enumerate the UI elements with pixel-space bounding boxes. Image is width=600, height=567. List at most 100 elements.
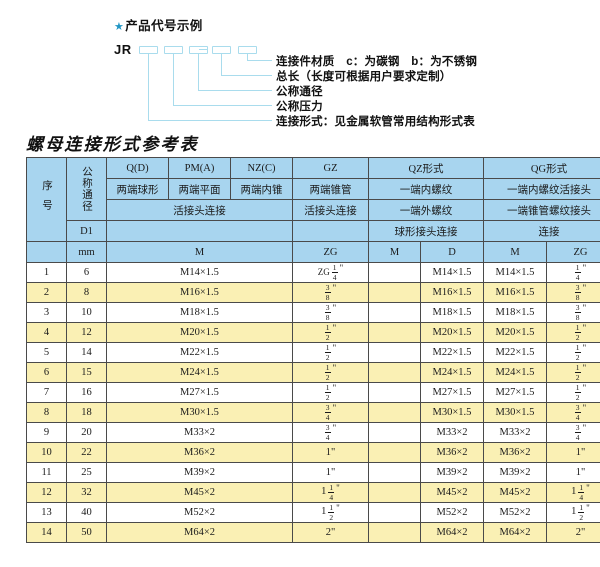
leader-line-2-vertical bbox=[221, 54, 223, 76]
cell-seq: 12 bbox=[26, 482, 67, 503]
header-group-qd: Q(D) bbox=[106, 157, 169, 179]
table-row: 8 18 M30×1.5 3 4 " M30×1.5 M30×1.5 3 4 " bbox=[26, 402, 600, 423]
cell-qz-d: M36×2 bbox=[420, 442, 484, 463]
table-row: 5 14 M22×1.5 1 2 " M22×1.5 M22×1.5 1 2 " bbox=[26, 342, 600, 363]
table-row: 4 12 M20×1.5 1 2 " M20×1.5 M20×1.5 1 2 " bbox=[26, 322, 600, 343]
cell-qz-d: M22×1.5 bbox=[420, 342, 484, 363]
cell-qz-m bbox=[368, 302, 421, 323]
cell-nominal-diameter: 50 bbox=[66, 522, 107, 543]
cell-qg-m: M20×1.5 bbox=[483, 322, 547, 343]
cell-qz-d: M24×1.5 bbox=[420, 362, 484, 383]
code-label-nominal-press: 公称压力 bbox=[276, 101, 323, 113]
cell-qz-m bbox=[368, 422, 421, 443]
header-group-nzc: NZ(C) bbox=[230, 157, 293, 179]
cell-qg-zg: 1 2 " bbox=[545, 362, 600, 383]
code-separator-dash bbox=[199, 49, 207, 51]
header-qg-desc: 一端内螺纹活接头 bbox=[482, 178, 600, 200]
cell-nominal-diameter: 40 bbox=[66, 502, 107, 523]
cell-nominal-diameter: 20 bbox=[66, 422, 107, 443]
cell-thread-m: M33×2 bbox=[106, 422, 293, 443]
cell-seq: 10 bbox=[26, 442, 67, 463]
cell-qz-d: M52×2 bbox=[420, 502, 484, 523]
header-qg-connection: 连接 bbox=[482, 220, 600, 242]
cell-qz-d: M64×2 bbox=[420, 522, 484, 543]
cell-qz-m bbox=[368, 482, 421, 503]
header-row-5-units: mm M ZG M D M ZG bbox=[26, 241, 600, 263]
cell-seq: 14 bbox=[26, 522, 67, 543]
cell-qg-zg: 1 1 4 " bbox=[545, 482, 600, 503]
header-unit-blank-seq bbox=[26, 241, 67, 263]
header-union-connection: 活接头连接 bbox=[106, 199, 293, 221]
cell-gz-zg: 1 2 " bbox=[292, 362, 369, 383]
cell-thread-m: M14×1.5 bbox=[106, 262, 293, 283]
cell-gz-zg: 2" bbox=[292, 522, 369, 543]
cell-qg-zg: 1 2 " bbox=[545, 322, 600, 343]
code-prefix-label: JR bbox=[114, 42, 132, 57]
cell-seq: 8 bbox=[26, 402, 67, 423]
header-qd-desc: 两端球形 bbox=[106, 178, 169, 200]
table-row: 3 10 M18×1.5 3 8 " M18×1.5 M18×1.5 3 8 " bbox=[26, 302, 600, 323]
header-group-gz: GZ bbox=[292, 157, 369, 179]
code-label-nominal-dia: 公称通径 bbox=[276, 86, 323, 98]
cell-thread-m: M18×1.5 bbox=[106, 302, 293, 323]
header-group-pma: PM(A) bbox=[168, 157, 231, 179]
page-title: 螺母连接形式参考表 bbox=[26, 135, 199, 155]
header-d1: D1 bbox=[66, 220, 107, 242]
cell-qz-m bbox=[368, 342, 421, 363]
cell-gz-zg: 1" bbox=[292, 462, 369, 483]
code-label-material: 连接件材质 c：为碳钢 b：为不锈钢 bbox=[276, 56, 478, 68]
table-body: 1 6 M14×1.5 ZG 1 4 " M14×1.5 M14×1.5 1 4 " 2 8 M16×1.5… bbox=[26, 262, 600, 543]
header-qg-taper-thread: 一端锥管螺纹接头 bbox=[482, 199, 600, 221]
cell-qg-zg: 3 8 " bbox=[545, 302, 600, 323]
cell-qg-m: M39×2 bbox=[483, 462, 547, 483]
cell-qz-m bbox=[368, 442, 421, 463]
cell-qz-d: M39×2 bbox=[420, 462, 484, 483]
header-group-qg: QG形式 bbox=[482, 157, 600, 179]
table-row: 12 32 M45×2 1 1 4 " M45×2 M45×2 1 1 4 " bbox=[26, 482, 600, 503]
leader-line-4-vertical bbox=[173, 54, 175, 106]
cell-qz-d: M30×1.5 bbox=[420, 402, 484, 423]
cell-qz-m bbox=[368, 262, 421, 283]
leader-line-5-vertical bbox=[148, 54, 150, 121]
cell-qz-d: M18×1.5 bbox=[420, 302, 484, 323]
cell-qg-zg: 1" bbox=[545, 442, 600, 463]
cell-gz-zg: 3 4 " bbox=[292, 422, 369, 443]
leader-line-1-vertical bbox=[247, 54, 249, 61]
cell-seq: 4 bbox=[26, 322, 67, 343]
cell-qg-m: M16×1.5 bbox=[483, 282, 547, 303]
star-icon: ★ bbox=[114, 21, 125, 33]
leader-line-4-horizontal bbox=[173, 105, 272, 107]
header-unit-qg-m: M bbox=[483, 241, 547, 263]
cell-qg-zg: 1 2 " bbox=[545, 382, 600, 403]
header-pma-desc: 两端平面 bbox=[168, 178, 231, 200]
cell-seq: 11 bbox=[26, 462, 67, 483]
code-slot-1 bbox=[139, 46, 158, 54]
header-unit-qz-d: D bbox=[420, 241, 484, 263]
header-unit-gz-zg: ZG bbox=[292, 241, 369, 263]
header-blank-gz bbox=[292, 220, 369, 242]
cell-qz-m bbox=[368, 522, 421, 543]
table-row: 1 6 M14×1.5 ZG 1 4 " M14×1.5 M14×1.5 1 4 " bbox=[26, 262, 600, 283]
cell-qz-m bbox=[368, 282, 421, 303]
cell-thread-m: M20×1.5 bbox=[106, 322, 293, 343]
cell-qz-m bbox=[368, 322, 421, 343]
cell-nominal-diameter: 12 bbox=[66, 322, 107, 343]
cell-thread-m: M52×2 bbox=[106, 502, 293, 523]
cell-seq: 7 bbox=[26, 382, 67, 403]
header-row-4: D1 球形接头连接 连接 bbox=[27, 220, 600, 242]
cell-qg-m: M64×2 bbox=[483, 522, 547, 543]
header-seq: 序号 bbox=[26, 157, 67, 242]
header-qz-desc: 一端内螺纹 bbox=[368, 178, 484, 200]
header-nzc-desc: 两端内锥 bbox=[230, 178, 293, 200]
header-unit-qz-m: M bbox=[368, 241, 421, 263]
cell-qg-zg: 1 1 2 " bbox=[545, 502, 600, 523]
cell-nominal-diameter: 8 bbox=[66, 282, 107, 303]
cell-nominal-diameter: 14 bbox=[66, 342, 107, 363]
cell-qz-m bbox=[368, 502, 421, 523]
header-unit-mm: mm bbox=[66, 241, 107, 263]
cell-seq: 5 bbox=[26, 342, 67, 363]
cell-qz-d: M45×2 bbox=[420, 482, 484, 503]
cell-qg-m: M45×2 bbox=[483, 482, 547, 503]
cell-qg-m: M52×2 bbox=[483, 502, 547, 523]
cell-qz-m bbox=[368, 362, 421, 383]
